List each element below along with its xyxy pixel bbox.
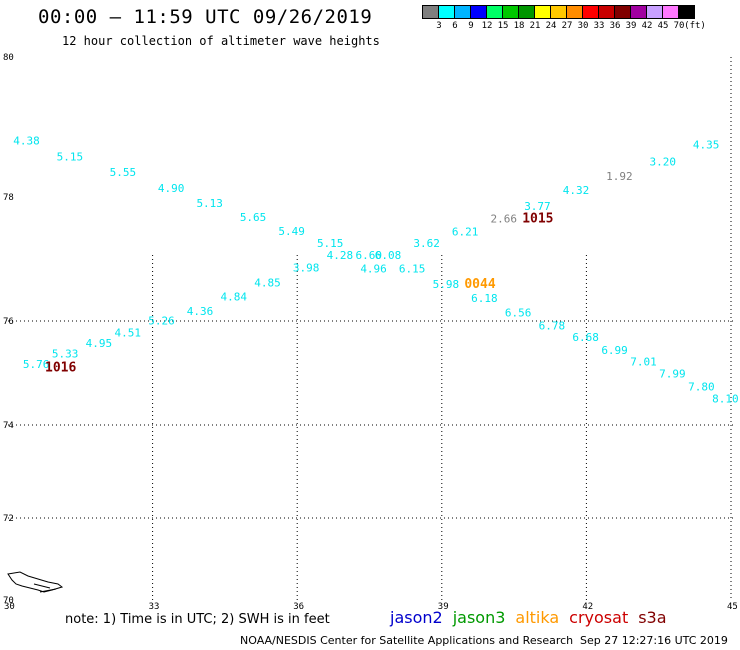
wave-height-reading: 6.60 <box>356 249 383 262</box>
wave-height-reading: 5.13 <box>196 197 223 210</box>
wave-height-reading: 6.68 <box>572 331 599 344</box>
legend-label: 6 <box>452 21 458 31</box>
legend-label: 24 <box>545 21 557 31</box>
legend-swatch <box>678 5 695 19</box>
wave-height-reading: 3.98 <box>293 261 320 274</box>
wave-height-reading: 4.95 <box>86 337 113 350</box>
pass-time-marker: 1016 <box>45 360 76 375</box>
coastline <box>7 571 64 593</box>
wave-height-reading: 5.33 <box>52 347 78 360</box>
pass-time-marker: 0044 <box>464 277 495 292</box>
legend-label: 70 <box>673 21 685 31</box>
wave-height-reading: 4.85 <box>254 276 281 289</box>
lat-lon-grid <box>8 57 733 600</box>
latitude-label: 72 <box>3 514 14 524</box>
satellite-label: jason2 <box>390 608 443 627</box>
wave-height-reading: 7.80 <box>688 381 715 394</box>
legend-label: 30 <box>577 21 589 31</box>
wave-height-reading: 5.15 <box>317 237 344 250</box>
satellite-label: jason3 <box>452 608 506 627</box>
wave-height-reading: 3.77 <box>524 200 551 213</box>
storm-markers: 1016 1015 0044 <box>45 211 553 375</box>
wave-height-reading: 6.56 <box>505 307 532 320</box>
wave-height-reading: 5.55 <box>110 166 136 179</box>
wave-height-reading: 5.49 <box>278 225 305 238</box>
legend-label: 36 <box>609 21 621 31</box>
wave-height-reading: 4.38 <box>13 135 40 148</box>
wave-height-reading: 6.78 <box>539 319 566 332</box>
page-subtitle: 12 hour collection of altimeter wave hei… <box>62 34 380 48</box>
wave-height-reading: 8.10 <box>712 393 739 406</box>
longitude-label: 36 <box>293 602 304 612</box>
color-legend: 3 6 9 12 15 18 21 24 27 30 33 36 39 42 45 70 (ft) <box>422 5 740 31</box>
wave-height-reading: 6.18 <box>471 292 498 305</box>
latitude-label: 74 <box>3 421 14 431</box>
wave-height-reading: 6.21 <box>452 225 479 238</box>
wave-height-reading: 4.90 <box>158 182 185 195</box>
legend-label: 21 <box>529 21 541 31</box>
latitude-label: 80 <box>3 53 14 63</box>
wave-height-reading: 1.92 <box>606 170 633 183</box>
legend-label: 15 <box>497 21 509 31</box>
legend-unit: (ft) <box>684 21 706 31</box>
wave-height-reading: 3.20 <box>650 156 677 169</box>
wave-height-reading: 7.01 <box>630 356 657 369</box>
wave-height-reading: 7.99 <box>659 368 686 381</box>
satellite-label: altika <box>515 608 560 627</box>
legend-label: 18 <box>513 21 525 31</box>
longitude-label: 39 <box>438 602 449 612</box>
satellite-label: s3a <box>638 608 667 627</box>
wave-height-reading: 3.62 <box>413 237 440 250</box>
legend-label: 39 <box>625 21 637 31</box>
wave-height-reading: 4.51 <box>115 327 142 340</box>
legend-swatches <box>422 5 740 19</box>
wave-height-reading: 5.98 <box>433 278 460 291</box>
generation-timestamp: Sep 27 12:27:16 UTC 2019 <box>580 634 728 647</box>
longitude-label: 42 <box>582 602 593 612</box>
wave-height-reading: 2.66 <box>490 212 516 225</box>
wave-height-reading: 4.96 <box>360 263 387 276</box>
legend-label: 3 <box>436 21 442 31</box>
wave-height-reading: 6.15 <box>399 263 426 276</box>
longitude-label: 45 <box>727 602 738 612</box>
legend-labels: 3 6 9 12 15 18 21 24 27 30 33 36 39 42 45 70 (ft) <box>422 19 740 31</box>
wave-height-reading: 5.76 <box>23 358 49 371</box>
legend-label: 33 <box>593 21 605 31</box>
legend-label: 42 <box>641 21 653 31</box>
satellite-legend: jason2 jason3 altika cryosat s3a <box>390 608 677 627</box>
wave-height-reading: 6.08 <box>375 249 402 262</box>
satellite-label: cryosat <box>569 608 629 627</box>
wave-height-reading: 5.26 <box>148 315 175 328</box>
wave-height-reading: 5.65 <box>240 211 267 224</box>
wave-height-reading: 6.99 <box>601 344 628 357</box>
wave-height-reading: 4.36 <box>187 305 214 318</box>
longitude-label: 30 <box>4 602 15 612</box>
wave-height-reading: 4.32 <box>563 184 590 197</box>
footer-note: note: 1) Time is in UTC; 2) SWH is in fe… <box>65 612 330 627</box>
wave-height-reading: 4.35 <box>693 139 720 152</box>
latitude-label: 78 <box>3 193 14 203</box>
longitude-label: 33 <box>149 602 160 612</box>
latitude-label: 70 <box>3 596 14 606</box>
credit-line: NOAA/NESDIS Center for Satellite Applica… <box>240 634 574 647</box>
latitude-label: 76 <box>3 317 14 327</box>
wave-height-reading: 4.28 <box>327 249 354 262</box>
wave-height-reading: 5.15 <box>57 151 84 164</box>
legend-label: 45 <box>657 21 669 31</box>
legend-label: 12 <box>481 21 493 31</box>
wave-height-reading: 4.84 <box>221 291 248 304</box>
pass-time-marker: 1015 <box>522 211 553 226</box>
wave-readings: 4.38 5.15 5.55 4.90 5.13 5.65 5.49 5.15 6.606.08… <box>13 135 738 406</box>
page-title: 00:00 – 11:59 UTC 09/26/2019 <box>38 6 373 28</box>
legend-label: 27 <box>561 21 573 31</box>
legend-label: 9 <box>468 21 474 31</box>
